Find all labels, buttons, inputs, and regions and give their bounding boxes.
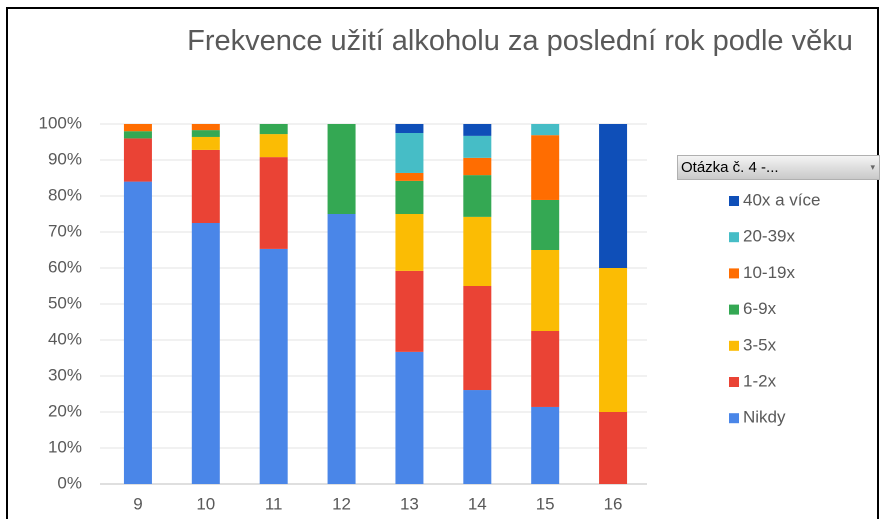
legend-label: 6-9x (743, 299, 777, 318)
legend-swatch (729, 377, 739, 387)
y-tick-label: 90% (48, 149, 82, 168)
x-tick-label: 11 (265, 494, 283, 513)
y-tick-label: 0% (57, 473, 82, 492)
x-tick-label: 12 (332, 494, 351, 513)
bar-segment (395, 351, 424, 484)
bar-segment (395, 270, 424, 352)
bar-segment (123, 131, 152, 139)
y-tick-label: 50% (48, 293, 82, 312)
y-tick-label: 80% (48, 185, 82, 204)
bar-segment (395, 172, 424, 181)
bar-segment (395, 124, 424, 133)
chart-title: Frekvence užití alkoholu za poslední rok… (187, 25, 853, 57)
bar-segment (259, 248, 288, 484)
bar-segment (463, 286, 492, 391)
legend-label: 40x a více (743, 190, 821, 209)
legend-title: Otázka č. 4 -... (681, 159, 779, 176)
bar-segment (123, 124, 152, 132)
legend-swatch (729, 268, 739, 279)
x-tick-label: 13 (400, 494, 419, 513)
y-tick-label: 40% (48, 329, 82, 348)
bar-segment (463, 124, 492, 136)
legend-label: 3-5x (743, 335, 777, 354)
y-tick-label: 20% (48, 401, 82, 420)
bar-segment (531, 124, 560, 136)
legend-filter[interactable]: Otázka č. 4 -... ▾ (677, 155, 880, 180)
legend-swatch (729, 304, 739, 315)
legend-swatch (729, 413, 739, 424)
bar-segment (123, 181, 152, 484)
bar-segment (191, 130, 220, 137)
bar-segment (531, 135, 560, 200)
bar-segment (327, 124, 356, 214)
x-tick-label: 16 (604, 494, 623, 513)
x-tick-label: 10 (196, 494, 215, 513)
bar-segment (463, 175, 492, 217)
bar-segment (259, 124, 288, 135)
bar-segment (599, 412, 628, 484)
legend-swatch (729, 196, 739, 206)
bar-segment (463, 157, 492, 176)
legend-label: 10-19x (743, 263, 795, 282)
bar-segment (463, 390, 492, 484)
bar-segment (395, 214, 424, 271)
legend-swatch (729, 340, 739, 351)
legend-label: Nikdy (743, 408, 786, 427)
x-tick-label: 14 (468, 494, 487, 513)
bar-segment (191, 149, 220, 223)
bar-segment (531, 250, 560, 331)
bar-segment (395, 133, 424, 173)
x-tick-label: 9 (133, 494, 142, 513)
y-tick-label: 30% (48, 365, 82, 384)
bar-segment (463, 135, 492, 158)
legend-label: 20-39x (743, 227, 795, 246)
dropdown-arrow: ▾ (870, 162, 875, 172)
frame (6, 7, 879, 519)
bar-segment (123, 138, 152, 182)
x-tick-label: 15 (536, 494, 555, 513)
bar-segment (463, 216, 492, 286)
bar-segment (531, 199, 560, 250)
y-tick-label: 100% (39, 113, 82, 132)
bar-segment (259, 134, 288, 158)
y-tick-label: 60% (48, 257, 82, 276)
y-tick-label: 10% (48, 437, 82, 456)
bar-segment (327, 214, 356, 484)
bar-segment (599, 124, 628, 268)
bar-segment (191, 223, 220, 484)
legend-label: 1-2x (743, 371, 777, 390)
bar-segment (259, 157, 288, 249)
bar-segment (191, 136, 220, 150)
legend-swatch (729, 232, 739, 243)
bar-segment (599, 268, 628, 412)
bar-segment (395, 180, 424, 214)
bar-segment (531, 331, 560, 407)
bar-segment (191, 124, 220, 131)
bar-segment (531, 406, 560, 484)
y-tick-label: 70% (48, 221, 82, 240)
